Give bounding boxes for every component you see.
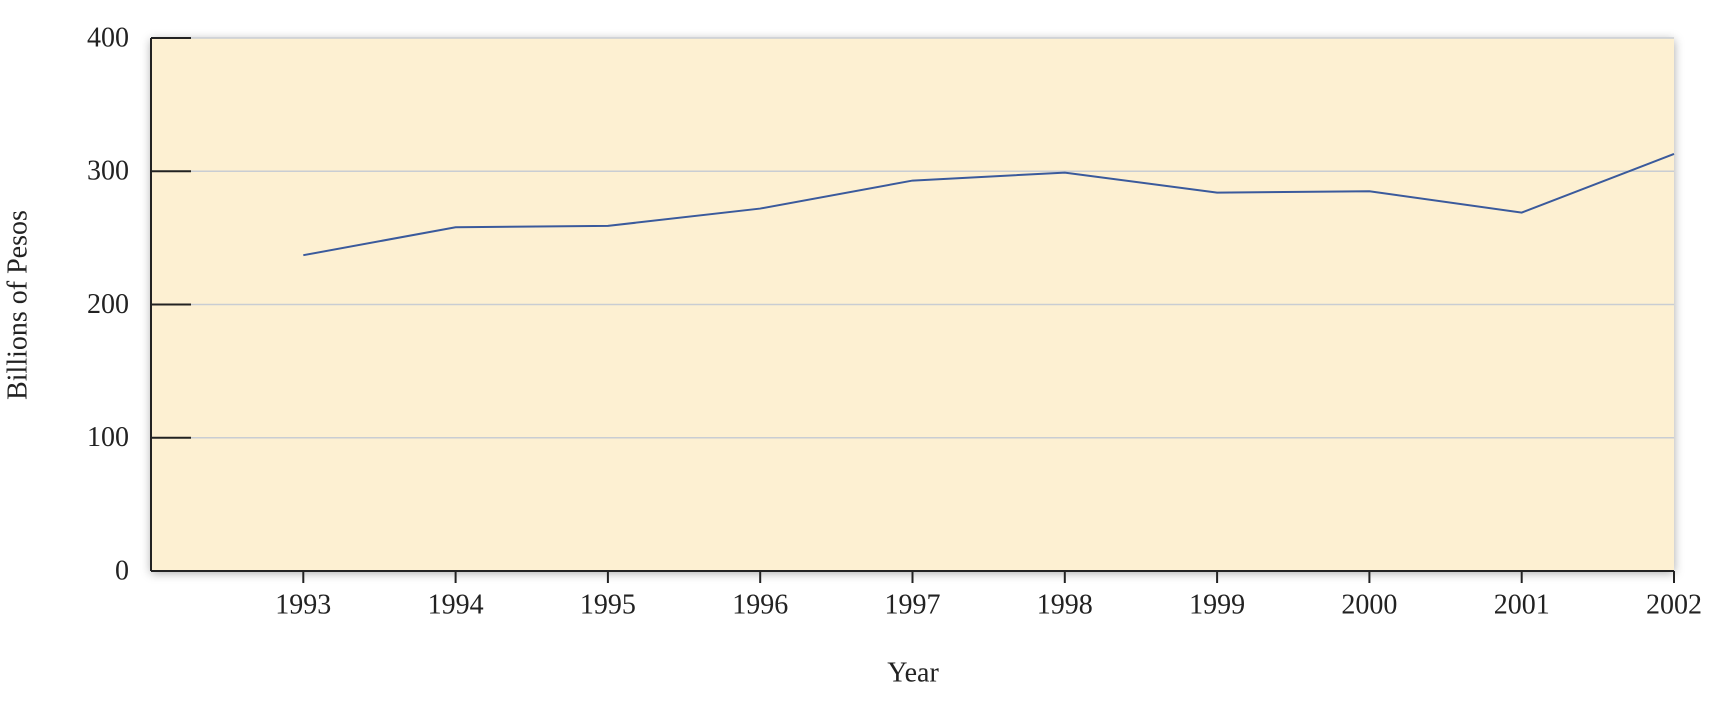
y-tick-label: 100 <box>87 422 129 453</box>
y-axis-title: Billions of Pesos <box>2 210 33 400</box>
data-line <box>303 152 1675 257</box>
x-tick-label: 1999 <box>1189 589 1245 620</box>
y-tick-label: 400 <box>87 22 129 53</box>
x-tick-label: 1993 <box>275 589 331 620</box>
x-tick-label: 1995 <box>580 589 636 620</box>
x-tick-label: 1998 <box>1037 589 1093 620</box>
x-tick-label: 1994 <box>428 589 484 620</box>
x-tick-label: 2001 <box>1494 589 1550 620</box>
x-axis-title: Year <box>887 657 939 688</box>
y-tick-label: 300 <box>87 156 129 187</box>
x-tick-label: 1997 <box>885 589 941 620</box>
x-tick-label: 1996 <box>732 589 788 620</box>
y-tick-label: 200 <box>87 289 129 320</box>
x-tick-label: 2000 <box>1341 589 1397 620</box>
x-tick-label: 2002 <box>1646 589 1702 620</box>
y-tick-label: 0 <box>115 555 129 586</box>
